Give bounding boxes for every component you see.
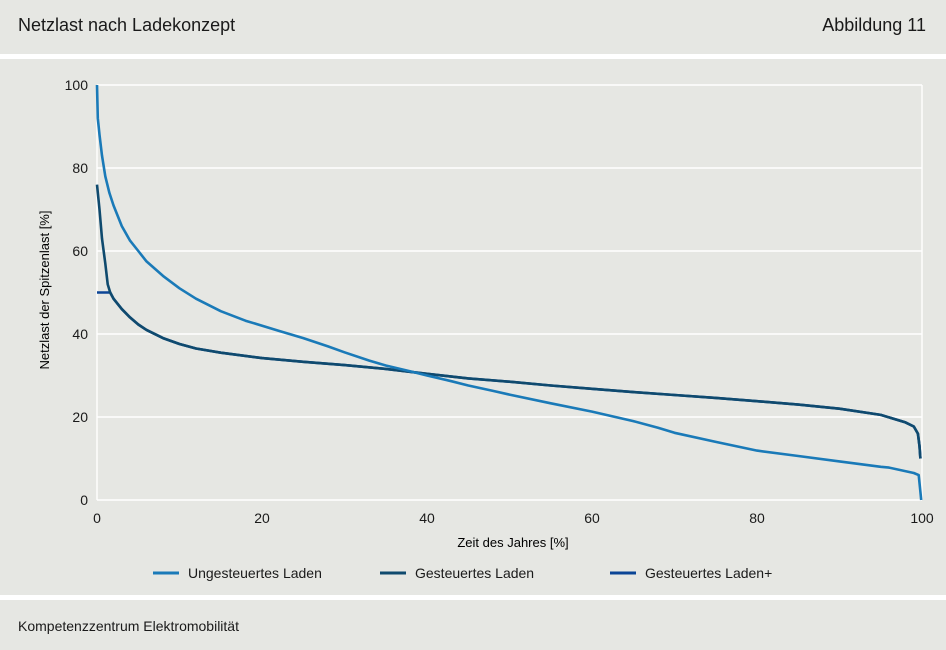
x-tick-label: 20: [254, 510, 270, 526]
legend-label: Gesteuertes Laden: [415, 565, 534, 581]
chart-header: Netzlast nach Ladekonzept Abbildung 11: [0, 0, 946, 54]
grid-lines: [97, 84, 923, 500]
legend-label: Ungesteuertes Laden: [188, 565, 322, 581]
y-tick-label: 100: [65, 77, 89, 93]
legend-label: Gesteuertes Laden+: [645, 565, 772, 581]
chart-title: Netzlast nach Ladekonzept: [18, 15, 236, 35]
chart-panel: 0 20 40 60 80 100 0 20 40 60 80 100 Zeit des Jahres…: [0, 59, 946, 595]
y-tick-label: 80: [72, 160, 88, 176]
x-axis-label: Zeit des Jahres [%]: [457, 535, 568, 550]
series-line: [95, 184, 922, 459]
x-tick-label: 100: [910, 510, 934, 526]
x-tick-label: 0: [93, 510, 101, 526]
line-chart: 0 20 40 60 80 100 0 20 40 60 80 100 Zeit des Jahres…: [37, 77, 934, 581]
y-tick-label: 60: [72, 243, 88, 259]
tick-labels: 0 20 40 60 80 100 0 20 40 60 80 100: [65, 77, 934, 526]
legend: Ungesteuertes Laden Gesteuertes Laden Gest…: [153, 565, 772, 581]
x-tick-label: 40: [419, 510, 435, 526]
y-axis-label: Netzlast der Spitzenlast [%]: [37, 211, 52, 370]
y-tick-label: 20: [72, 409, 88, 425]
series-line: [97, 291, 922, 459]
figure-label: Abbildung 11: [822, 15, 926, 35]
series-lines: [95, 84, 923, 501]
y-tick-label: 0: [80, 492, 88, 508]
x-tick-label: 60: [584, 510, 600, 526]
series-line: [95, 84, 923, 501]
x-tick-label: 80: [749, 510, 765, 526]
y-tick-label: 40: [72, 326, 88, 342]
axes: [96, 85, 922, 501]
chart-footer: Kompetenzzentrum Elektromobilität: [0, 600, 946, 650]
source-label: Kompetenzzentrum Elektromobilität: [18, 618, 239, 634]
